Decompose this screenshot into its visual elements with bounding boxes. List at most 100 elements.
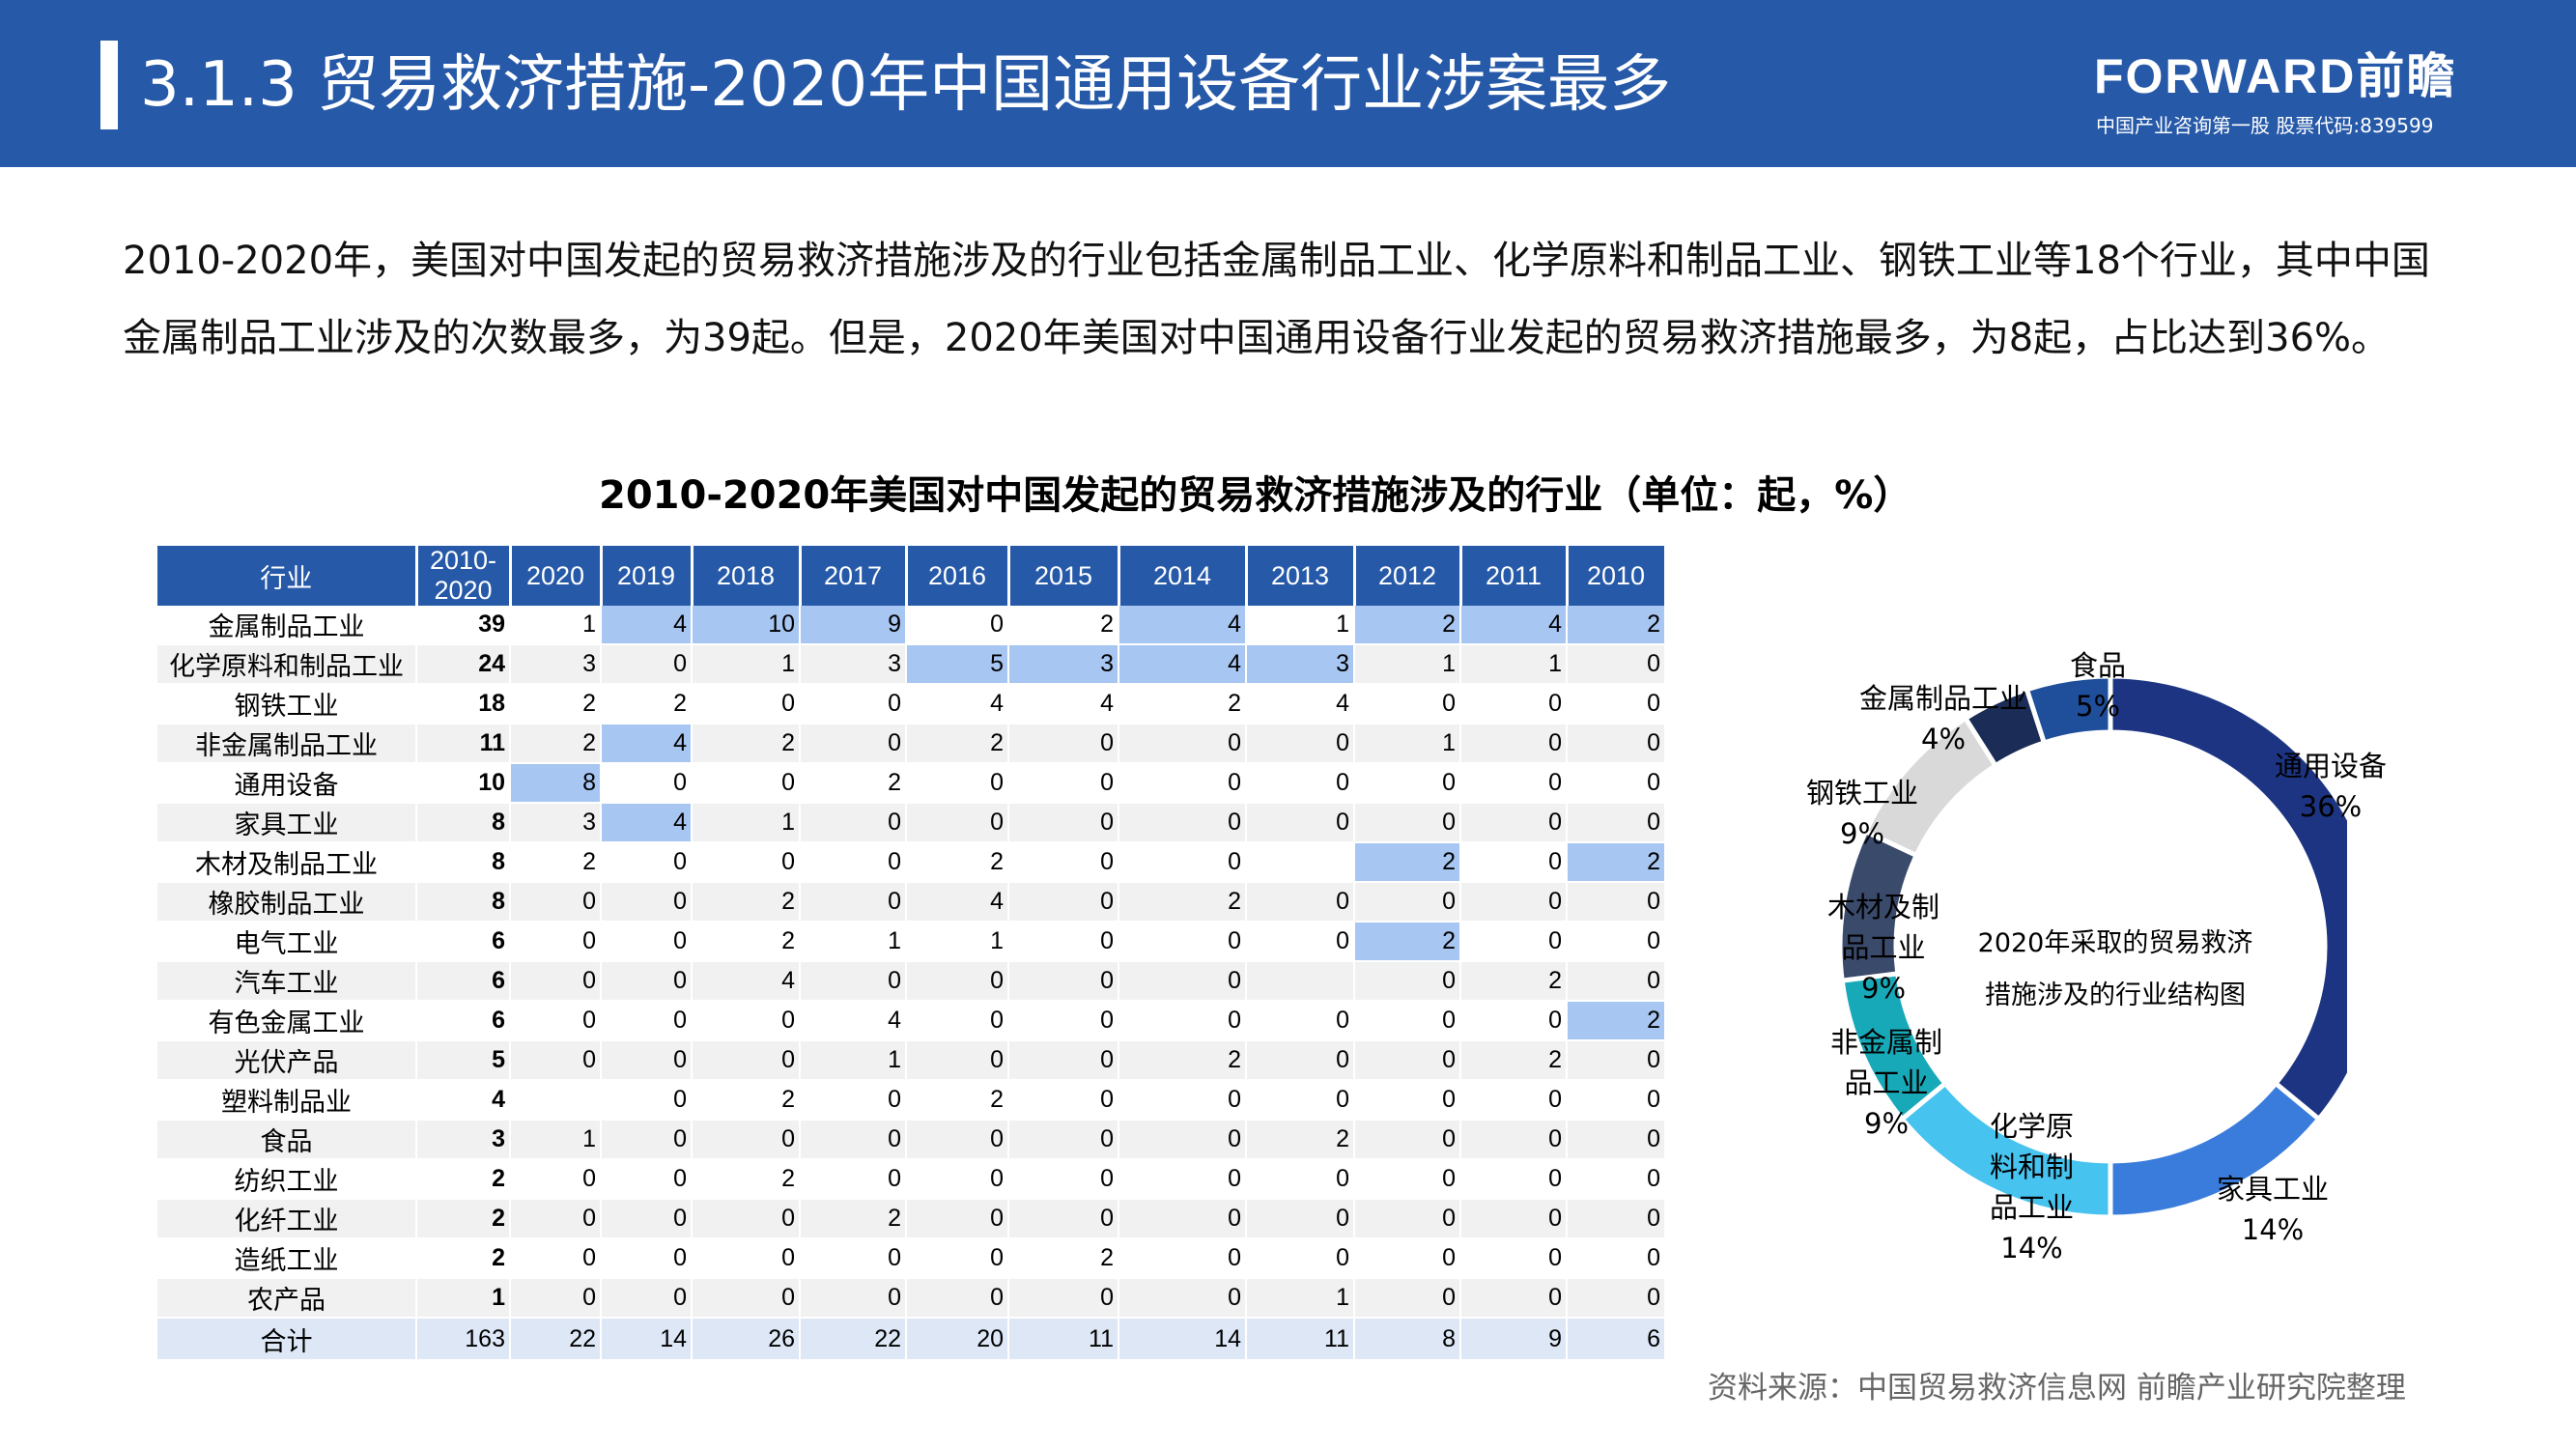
donut-slice-label: 通用设备 36% (2275, 746, 2387, 827)
value-cell: 0 (1354, 1080, 1461, 1121)
value-cell: 8 (1354, 1318, 1461, 1361)
donut-center-caption: 2020年采取的贸易救济 措施涉及的行业结构图 (1951, 918, 2279, 1022)
forward-logo: FORWARD前瞻 中国产业咨询第一股 股票代码:839599 (2094, 50, 2490, 139)
value-cell: 1 (1246, 1278, 1355, 1319)
value-cell: 10 (416, 763, 511, 804)
value-cell: 2 (1246, 1120, 1355, 1160)
donut-center-line-2: 措施涉及的行业结构图 (1985, 980, 2246, 1010)
value-cell: 6 (416, 1001, 511, 1041)
donut-label-line: 9% (1840, 817, 1885, 850)
value-cell: 0 (1567, 644, 1666, 685)
value-cell: 0 (1118, 763, 1247, 804)
value-cell: 4 (416, 1080, 511, 1121)
value-cell: 0 (1567, 1080, 1666, 1121)
value-cell: 0 (906, 1120, 1009, 1160)
value-cell: 1 (800, 922, 907, 962)
total-row: 合计 163 22 14 26 22 20 11 14 11 8 9 6 (157, 1318, 1666, 1361)
value-cell: 0 (1460, 1159, 1568, 1200)
value-cell: 0 (692, 1199, 801, 1239)
table-row: 食品 3 1 0 0 0 0 0 0 2 0 0 0 (157, 1120, 1666, 1160)
value-cell: 0 (1008, 922, 1119, 962)
donut-label-line: 14% (2241, 1213, 2305, 1246)
value-cell: 0 (1118, 961, 1247, 1002)
value-cell: 0 (510, 1040, 602, 1081)
value-cell: 2 (1460, 961, 1568, 1002)
value-cell: 2 (416, 1159, 511, 1200)
value-cell: 0 (1008, 961, 1119, 1002)
value-cell: 0 (1008, 1080, 1119, 1121)
table-row: 纺织工业 2 0 0 2 0 0 0 0 0 0 0 0 (157, 1159, 1666, 1200)
value-cell: 1 (692, 803, 801, 843)
donut-label-line: 家具工业 (2217, 1173, 2330, 1206)
value-cell: 0 (601, 1040, 693, 1081)
table-row: 农产品 1 0 0 0 0 0 0 0 1 0 0 0 (157, 1278, 1666, 1319)
value-cell: 4 (601, 724, 693, 764)
industry-name-cell: 食品 (157, 1120, 417, 1160)
value-cell: 0 (800, 961, 907, 1002)
value-cell: 0 (1567, 803, 1666, 843)
value-cell: 0 (1008, 1040, 1119, 1081)
value-cell: 0 (1246, 1001, 1355, 1041)
value-cell: 0 (1246, 922, 1355, 962)
industry-name-cell: 非金属制品工业 (157, 724, 417, 764)
value-cell: 39 (416, 606, 511, 645)
table-row: 电气工业 6 0 0 2 1 1 0 0 0 2 0 0 (157, 922, 1666, 962)
value-cell: 0 (601, 922, 693, 962)
value-cell: 0 (906, 1199, 1009, 1239)
value-cell: 14 (1118, 1318, 1247, 1361)
column-header: 2016 (906, 546, 1010, 606)
value-cell: 2 (1118, 684, 1247, 724)
value-cell: 11 (416, 724, 511, 764)
value-cell: 3 (510, 644, 602, 685)
donut-label-line: 9% (1864, 1107, 1910, 1140)
table-row: 非金属制品工业 11 2 4 2 0 2 0 0 0 1 0 0 (157, 724, 1666, 764)
value-cell: 0 (1567, 1159, 1666, 1200)
value-cell: 6 (1567, 1318, 1666, 1361)
table-row: 钢铁工业 18 2 2 0 0 4 4 2 4 0 0 0 (157, 684, 1666, 724)
value-cell: 0 (906, 1159, 1009, 1200)
value-cell: 0 (1246, 724, 1355, 764)
value-cell: 8 (510, 763, 602, 804)
column-header: 2018 (692, 546, 802, 606)
value-cell: 1 (510, 606, 602, 645)
value-cell: 2 (1567, 842, 1666, 883)
value-cell: 0 (1354, 1040, 1461, 1081)
column-header: 2020 (510, 546, 603, 606)
page-title: 3.1.3 贸易救济措施-2020年中国通用设备行业涉案最多 (140, 49, 1672, 121)
value-cell: 0 (1354, 1001, 1461, 1041)
value-cell: 22 (510, 1318, 602, 1361)
value-cell: 0 (510, 1278, 602, 1319)
column-header: 2012 (1354, 546, 1462, 606)
value-cell: 0 (1460, 724, 1568, 764)
value-cell: 0 (1567, 1040, 1666, 1081)
value-cell: 2 (800, 763, 907, 804)
donut-slice (2024, 673, 2113, 747)
value-cell: 0 (1246, 1238, 1355, 1279)
donut-slice-label: 木材及制 品工业 9% (1827, 887, 1939, 1009)
value-cell: 0 (601, 1238, 693, 1279)
value-cell: 8 (416, 882, 511, 923)
donut-label-line: 品工业 (1841, 931, 1926, 964)
industry-name-cell: 家具工业 (157, 803, 417, 843)
industry-name-cell: 农产品 (157, 1278, 417, 1319)
value-cell: 0 (510, 1199, 602, 1239)
table-header-row: 行业 2010-2020 2020 2019 2018 2017 2016 2015 2014 2… (157, 546, 1667, 606)
value-cell: 1 (906, 922, 1009, 962)
value-cell: 0 (510, 922, 602, 962)
value-cell: 0 (601, 961, 693, 1002)
value-cell: 0 (800, 1238, 907, 1279)
value-cell: 4 (800, 1001, 907, 1041)
value-cell: 0 (800, 1278, 907, 1319)
donut-slice (2108, 673, 2347, 1123)
column-header: 2017 (800, 546, 908, 606)
value-cell: 0 (800, 1080, 907, 1121)
value-cell: 4 (692, 961, 801, 1002)
value-cell: 3 (416, 1120, 511, 1160)
value-cell: 0 (1118, 803, 1247, 843)
value-cell: 2 (1118, 1040, 1247, 1081)
value-cell: 1 (1246, 606, 1355, 645)
value-cell: 1 (1460, 644, 1568, 685)
value-cell: 2 (1008, 1238, 1119, 1279)
value-cell: 0 (1246, 1159, 1355, 1200)
value-cell: 0 (1118, 1159, 1247, 1200)
